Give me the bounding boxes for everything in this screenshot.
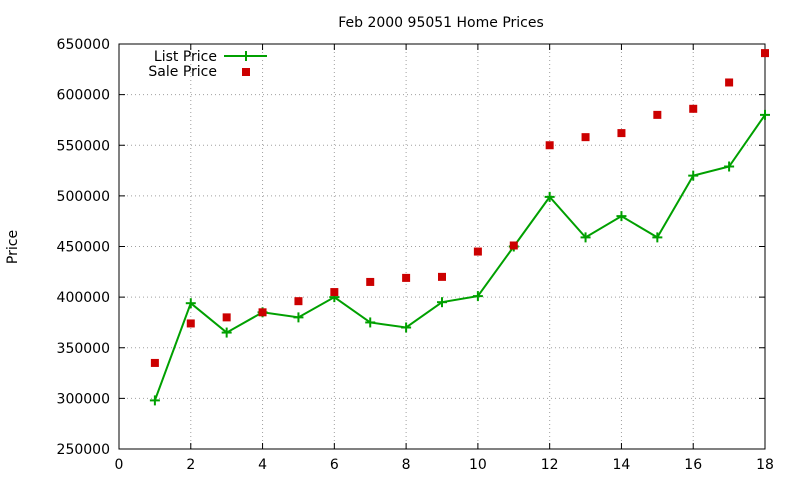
sale-price-point xyxy=(725,78,734,87)
list-price-point xyxy=(437,297,447,308)
sale-price-point xyxy=(258,308,267,317)
legend: List Price Sale Price xyxy=(148,49,267,80)
sale-price-point xyxy=(617,129,626,138)
x-tick-label: 4 xyxy=(258,457,267,473)
list-price-point xyxy=(724,161,735,172)
sale-price-point xyxy=(581,133,590,142)
list-price-point xyxy=(221,327,232,338)
x-tick-label: 14 xyxy=(613,457,631,473)
list-price-point xyxy=(149,395,160,406)
legend-marker-list-price xyxy=(241,51,251,61)
y-tick-label: 500000 xyxy=(57,189,110,205)
plot-frame xyxy=(118,43,766,450)
sale-price-point xyxy=(761,49,769,58)
x-tick-label: 16 xyxy=(684,457,702,473)
x-tick-labels: 0 2 4 6 8 10 12 14 16 18 xyxy=(115,457,774,473)
x-tick-label: 2 xyxy=(186,457,195,473)
y-tick-label: 600000 xyxy=(57,88,110,104)
sale-price-point xyxy=(653,110,662,119)
list-price-point xyxy=(616,211,627,222)
x-tick-label: 0 xyxy=(115,457,124,473)
y-tick-labels: 250000 300000 350000 400000 450000 500000 5500… xyxy=(57,37,110,458)
list-price-line xyxy=(153,114,766,401)
grid xyxy=(119,44,765,449)
list-price-point xyxy=(293,312,304,323)
sale-price-point xyxy=(545,141,554,150)
chart-title: Feb 2000 95051 Home Prices xyxy=(338,15,544,31)
y-tick-label: 250000 xyxy=(57,442,110,458)
sale-price-point xyxy=(438,272,446,281)
sale-price-point xyxy=(294,297,303,306)
sale-price-point xyxy=(509,241,518,250)
list-price-point xyxy=(365,317,376,328)
sale-price-point xyxy=(473,247,482,256)
x-tick-label: 18 xyxy=(756,457,774,473)
sale-price-point xyxy=(222,313,231,322)
list-price-point xyxy=(760,109,770,120)
y-tick-label: 350000 xyxy=(57,341,110,357)
series-layer xyxy=(149,49,770,406)
y-tick-label: 650000 xyxy=(57,37,110,53)
legend-label-list-price: List Price xyxy=(154,49,217,65)
list-price-point xyxy=(472,291,483,302)
sale-price-point xyxy=(689,104,698,113)
y-tick-label: 300000 xyxy=(57,391,110,407)
sale-price-point xyxy=(186,319,195,328)
legend-label-sale-price: Sale Price xyxy=(148,64,217,80)
list-price-point xyxy=(544,191,555,202)
y-tick-label: 400000 xyxy=(57,290,110,306)
list-price-point xyxy=(185,298,196,309)
list-price-point xyxy=(580,232,591,243)
y-tick-label: 450000 xyxy=(57,240,110,256)
list-price-point xyxy=(401,322,412,333)
x-tick-label: 8 xyxy=(402,457,411,473)
y-tick-label: 550000 xyxy=(57,138,110,154)
sale-price-point xyxy=(150,358,159,367)
legend-marker-sale-price xyxy=(242,68,250,76)
list-price-point xyxy=(652,232,663,243)
sale-price-point xyxy=(330,288,339,297)
list-price-point xyxy=(688,170,699,181)
sale-price-point xyxy=(366,277,375,286)
x-tick-label: 12 xyxy=(541,457,559,473)
y-axis-label: Price xyxy=(5,230,21,264)
sale-price-point xyxy=(402,273,411,282)
x-tick-label: 10 xyxy=(469,457,487,473)
x-tick-label: 6 xyxy=(330,457,339,473)
